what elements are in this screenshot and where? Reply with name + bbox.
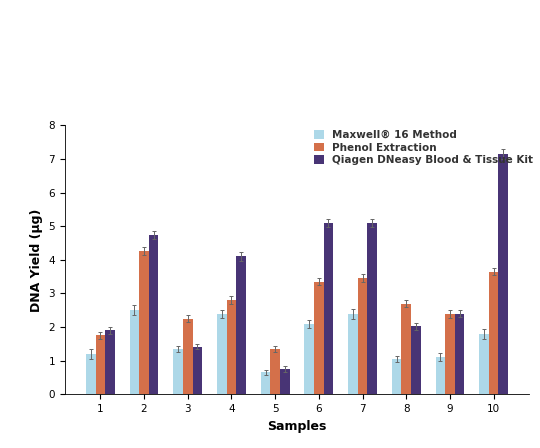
Bar — [401, 304, 411, 394]
Bar — [455, 314, 464, 394]
Bar — [314, 282, 323, 394]
Bar — [86, 354, 96, 394]
Bar — [357, 278, 367, 394]
Bar — [105, 331, 115, 394]
Bar — [280, 369, 289, 394]
Bar — [193, 347, 202, 394]
Bar — [489, 271, 498, 394]
Bar — [348, 314, 357, 394]
Bar — [139, 251, 149, 394]
Bar — [436, 358, 445, 394]
Legend: Maxwell® 16 Method, Phenol Extraction, Qiagen DNeasy Blood & Tissue Kit: Maxwell® 16 Method, Phenol Extraction, Q… — [312, 128, 536, 168]
Bar — [479, 334, 489, 394]
Bar — [173, 349, 183, 394]
Bar — [271, 349, 280, 394]
Bar — [261, 372, 271, 394]
Bar — [392, 359, 401, 394]
Y-axis label: DNA Yield (µg): DNA Yield (µg) — [30, 208, 43, 311]
Bar — [96, 336, 105, 394]
Bar — [130, 310, 139, 394]
Bar — [237, 256, 246, 394]
Bar — [411, 326, 421, 394]
Bar — [227, 300, 237, 394]
X-axis label: Samples: Samples — [267, 419, 327, 432]
Bar — [183, 319, 193, 394]
Bar — [149, 235, 158, 394]
Bar — [445, 314, 455, 394]
Bar — [323, 223, 333, 394]
Bar — [367, 223, 377, 394]
Bar — [217, 314, 227, 394]
Bar — [305, 323, 314, 394]
Bar — [498, 154, 508, 394]
